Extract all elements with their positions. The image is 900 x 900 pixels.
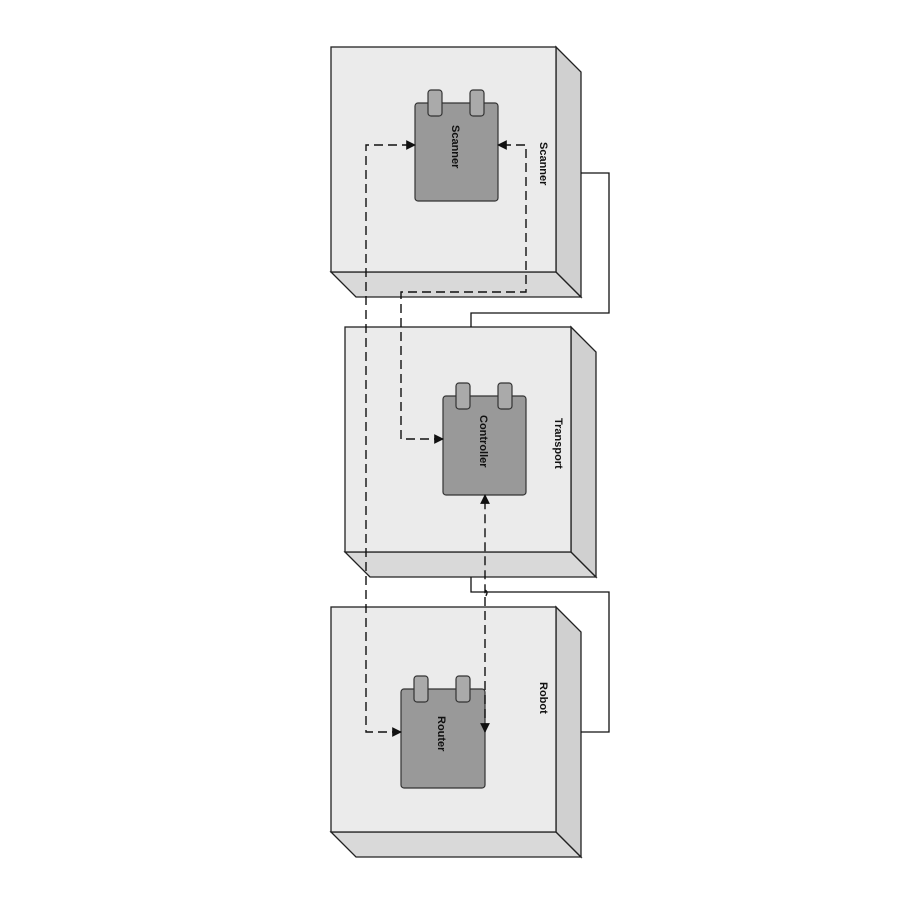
router-controller-dependency [480,494,490,733]
scanner-node-label: Scanner [537,142,549,186]
scanner-node-bottom-face [329,271,583,298]
transport-node-bottom-face [343,551,598,578]
router-component[interactable]: Router [400,675,486,789]
scanner-component[interactable]: Scanner [414,89,499,202]
router-component-label: Router [435,716,447,752]
transport-node-label: Transport [552,418,564,469]
scanner-component-label: Scanner [449,125,461,169]
router-component-tab-right [455,675,471,703]
router-component-body [400,688,486,789]
router-component-tab-left [413,675,429,703]
robot-node-label: Robot [537,682,549,714]
transport-node-side-face [570,325,597,579]
controller-component-tab-right [497,382,513,410]
scanner-component-tab-right [469,89,485,117]
controller-component-label: Controller [477,415,489,468]
controller-component-tab-left [455,382,471,410]
transport-robot-link [470,577,610,733]
scanner-node-side-face [555,45,582,299]
robot-node-side-face [555,605,582,859]
robot-node-bottom-face [329,831,583,858]
controller-scanner-dependency [400,140,527,444]
controller-component[interactable]: Controller [442,382,527,496]
router-scanner-dependency [365,140,416,737]
scanner-component-tab-left [427,89,443,117]
